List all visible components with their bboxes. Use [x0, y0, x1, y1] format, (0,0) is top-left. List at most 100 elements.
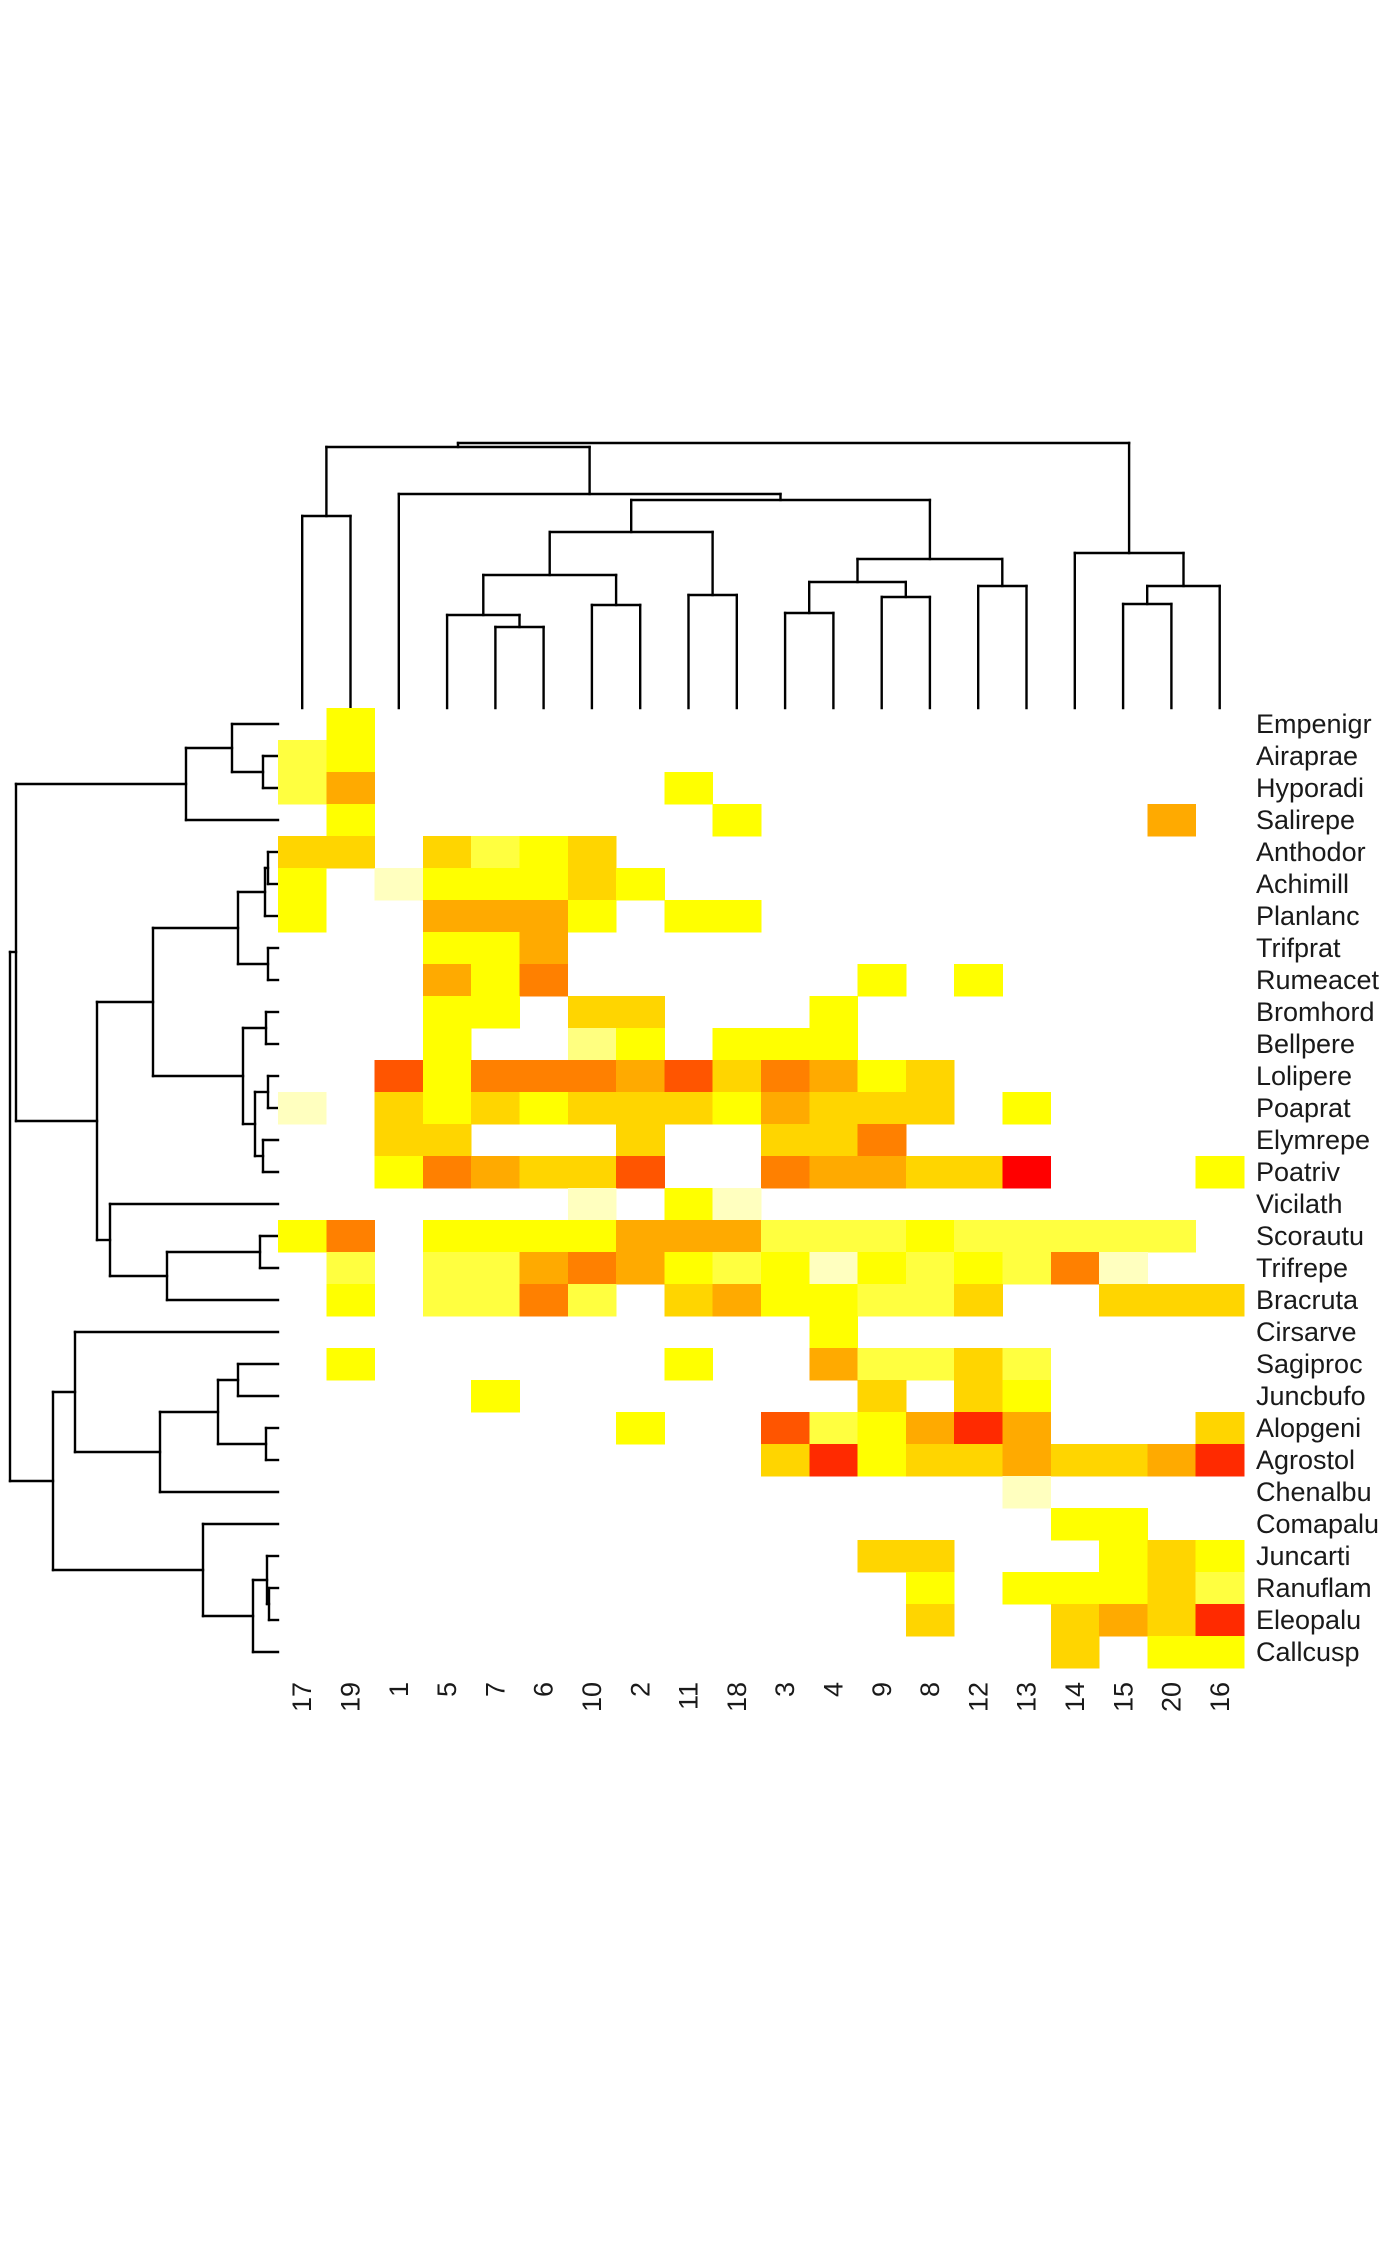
heatmap-cell: [1195, 1412, 1245, 1445]
heatmap-cell: [616, 1060, 665, 1093]
heatmap-cell: [1002, 1444, 1052, 1477]
heatmap-cell: [567, 868, 617, 901]
heatmap-cell: [519, 1092, 569, 1125]
heatmap-cell: [471, 868, 520, 901]
heatmap-cell: [1002, 1412, 1052, 1445]
heatmap-cell: [616, 1220, 665, 1253]
heatmap-cell: [1099, 1220, 1148, 1253]
heatmap-cell: [1002, 1156, 1052, 1189]
heatmap-cell: [519, 932, 569, 965]
heatmap-cell: [857, 1092, 907, 1125]
heatmap-cell: [1099, 1572, 1148, 1605]
heatmap-cell: [761, 1124, 810, 1157]
heatmap-cell: [1195, 1156, 1245, 1189]
heatmap-cell: [809, 1316, 858, 1349]
heatmap-cell: [519, 1220, 569, 1253]
heatmap-cell: [1099, 1444, 1148, 1477]
heatmap-cell: [857, 1252, 907, 1285]
heatmap-cell: [567, 1028, 617, 1061]
heatmap-cell: [1002, 1380, 1052, 1413]
heatmap-cell: [567, 996, 617, 1029]
heatmap-cell: [519, 900, 569, 933]
heatmap-cell: [954, 1380, 1003, 1413]
heatmap-cell: [809, 996, 858, 1029]
heatmap-cell: [471, 1092, 520, 1125]
heatmap-cell: [857, 1284, 907, 1317]
heatmap-cell: [278, 900, 327, 933]
column-label: 19: [335, 1682, 365, 1712]
heatmap-cell: [422, 964, 472, 997]
heatmap-cell: [326, 1252, 375, 1285]
row-label: Planlanc: [1256, 901, 1360, 931]
heatmap-cell: [1002, 1348, 1052, 1381]
heatmap-cell: [374, 1124, 424, 1157]
heatmap-cell: [326, 804, 375, 837]
heatmap-cell: [422, 1092, 472, 1125]
row-label: Salirepe: [1256, 805, 1355, 835]
heatmap-cell: [905, 1348, 955, 1381]
heatmap-cell: [616, 1124, 665, 1157]
heatmap-cell: [809, 1220, 858, 1253]
heatmap-cell: [1195, 1444, 1245, 1477]
column-label: 8: [915, 1682, 945, 1697]
row-label: Poatriv: [1256, 1157, 1341, 1187]
heatmap-cell: [809, 1156, 858, 1189]
heatmap-cell: [374, 1156, 424, 1189]
row-label: Alopgeni: [1256, 1413, 1361, 1443]
row-label: Lolipere: [1256, 1061, 1352, 1091]
heatmap-cell: [278, 1220, 327, 1253]
column-label: 1: [384, 1682, 414, 1697]
row-label: Bromhord: [1256, 997, 1375, 1027]
heatmap-cell: [1147, 1444, 1197, 1477]
heatmap-cell: [1147, 1220, 1197, 1253]
row-label: Anthodor: [1256, 837, 1366, 867]
heatmap-cell: [616, 1252, 665, 1285]
heatmap-cell: [567, 900, 617, 933]
heatmap-cell: [1195, 1284, 1245, 1317]
heatmap-cell: [519, 1156, 569, 1189]
row-label: Sagiproc: [1256, 1349, 1363, 1379]
heatmap-cell: [954, 1348, 1003, 1381]
row-label: Hyporadi: [1256, 773, 1364, 803]
heatmap-cell: [519, 836, 569, 869]
heatmap-cell: [567, 1060, 617, 1093]
heatmap-cell: [1099, 1604, 1148, 1637]
heatmap-cell: [471, 1380, 520, 1413]
heatmap-cell: [1002, 1220, 1052, 1253]
heatmap-cell: [857, 964, 907, 997]
heatmap-cell: [712, 900, 762, 933]
heatmap-cell: [761, 1444, 810, 1477]
heatmap-cell: [954, 964, 1003, 997]
heatmap-cell: [1195, 1540, 1245, 1573]
heatmap-cell: [761, 1060, 810, 1093]
row-label: Comapalu: [1256, 1509, 1379, 1539]
heatmap-cell: [278, 836, 327, 869]
heatmap-cell: [278, 868, 327, 901]
heatmap-cell: [567, 836, 617, 869]
heatmap-cell: [1195, 1604, 1245, 1637]
heatmap-cell: [326, 836, 375, 869]
heatmap-cell: [1050, 1220, 1100, 1253]
row-label: Achimill: [1256, 869, 1349, 899]
column-dendrogram: [301, 441, 1221, 710]
heatmap-cell: [857, 1220, 907, 1253]
heatmap-cell: [954, 1220, 1003, 1253]
heatmap-cell: [954, 1412, 1003, 1445]
heatmap-cell: [422, 1028, 472, 1061]
heatmap-cell: [761, 1028, 810, 1061]
heatmap-cell: [471, 1220, 520, 1253]
heatmap-cell: [278, 1092, 327, 1125]
heatmap-cell: [1147, 1636, 1197, 1669]
heatmap-cell: [905, 1092, 955, 1125]
column-label: 17: [287, 1682, 317, 1712]
row-label: Airaprae: [1256, 741, 1358, 771]
heatmap-cell: [519, 964, 569, 997]
heatmap-cell: [664, 900, 714, 933]
heatmap-cell: [905, 1156, 955, 1189]
heatmap-cell: [1002, 1252, 1052, 1285]
heatmap-cell: [1099, 1508, 1148, 1541]
heatmap-cell: [857, 1060, 907, 1093]
row-label: Poaprat: [1256, 1093, 1351, 1123]
